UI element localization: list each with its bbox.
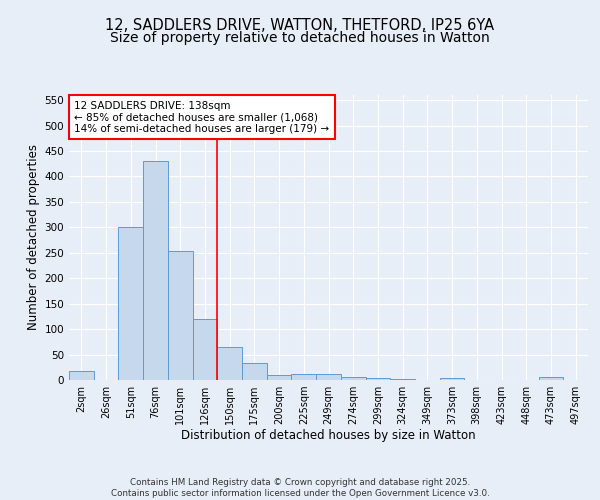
Bar: [143, 161, 168, 380]
Bar: [168, 251, 193, 380]
Y-axis label: Number of detached properties: Number of detached properties: [27, 144, 40, 330]
Text: 12, SADDLERS DRIVE, WATTON, THETFORD, IP25 6YA: 12, SADDLERS DRIVE, WATTON, THETFORD, IP…: [106, 18, 494, 32]
Bar: [242, 363, 267, 380]
Bar: [316, 374, 341, 380]
Text: Size of property relative to detached houses in Watton: Size of property relative to detached ho…: [110, 31, 490, 45]
Bar: [267, 375, 292, 380]
Bar: [193, 319, 217, 380]
Bar: [390, 379, 415, 380]
Bar: [539, 378, 563, 380]
Bar: [341, 378, 365, 380]
Bar: [365, 378, 390, 380]
Bar: [292, 374, 316, 380]
Text: Contains HM Land Registry data © Crown copyright and database right 2025.
Contai: Contains HM Land Registry data © Crown c…: [110, 478, 490, 498]
Bar: [440, 378, 464, 380]
Bar: [118, 228, 143, 380]
Bar: [217, 347, 242, 380]
X-axis label: Distribution of detached houses by size in Watton: Distribution of detached houses by size …: [181, 428, 476, 442]
Text: 12 SADDLERS DRIVE: 138sqm
← 85% of detached houses are smaller (1,068)
14% of se: 12 SADDLERS DRIVE: 138sqm ← 85% of detac…: [74, 100, 329, 134]
Bar: [69, 372, 94, 380]
